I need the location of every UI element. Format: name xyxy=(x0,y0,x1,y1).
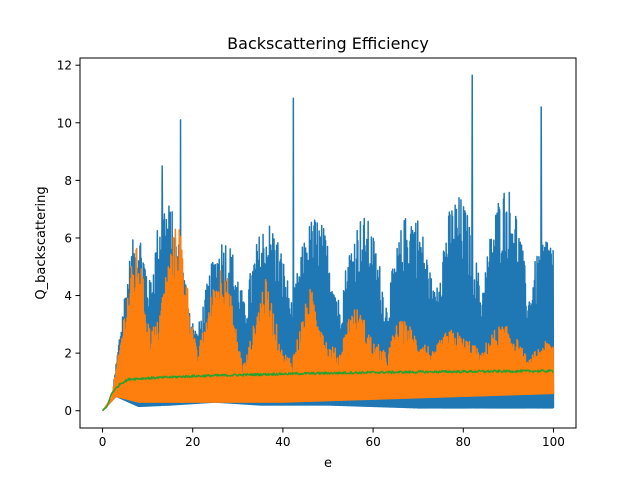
y-tick-label: 6 xyxy=(64,231,72,245)
x-tick-label: 40 xyxy=(275,435,290,449)
y-tick-label: 4 xyxy=(64,289,72,303)
chart-title: Backscattering Efficiency xyxy=(227,34,429,53)
y-tick-label: 2 xyxy=(64,347,72,361)
y-axis-label: Q_backscattering xyxy=(34,186,49,299)
x-tick-label: 80 xyxy=(456,435,471,449)
x-tick-label: 100 xyxy=(542,435,565,449)
series-line-2 xyxy=(102,228,555,412)
x-tick-label: 20 xyxy=(185,435,200,449)
y-tick-label: 8 xyxy=(64,174,72,188)
series-line-3 xyxy=(102,369,554,412)
y-tick-label: 10 xyxy=(57,116,72,130)
series-layer xyxy=(102,74,555,412)
y-axis-ticks: 0 2 4 6 8 10 12 xyxy=(57,59,80,418)
x-axis-ticks: 0 20 40 60 80 100 xyxy=(99,428,565,449)
x-tick-label: 60 xyxy=(365,435,380,449)
x-axis-label: e xyxy=(324,456,332,471)
y-tick-label: 12 xyxy=(57,59,72,73)
y-tick-label: 0 xyxy=(64,404,72,418)
x-tick-label: 0 xyxy=(99,435,107,449)
plot-frame xyxy=(79,57,577,429)
